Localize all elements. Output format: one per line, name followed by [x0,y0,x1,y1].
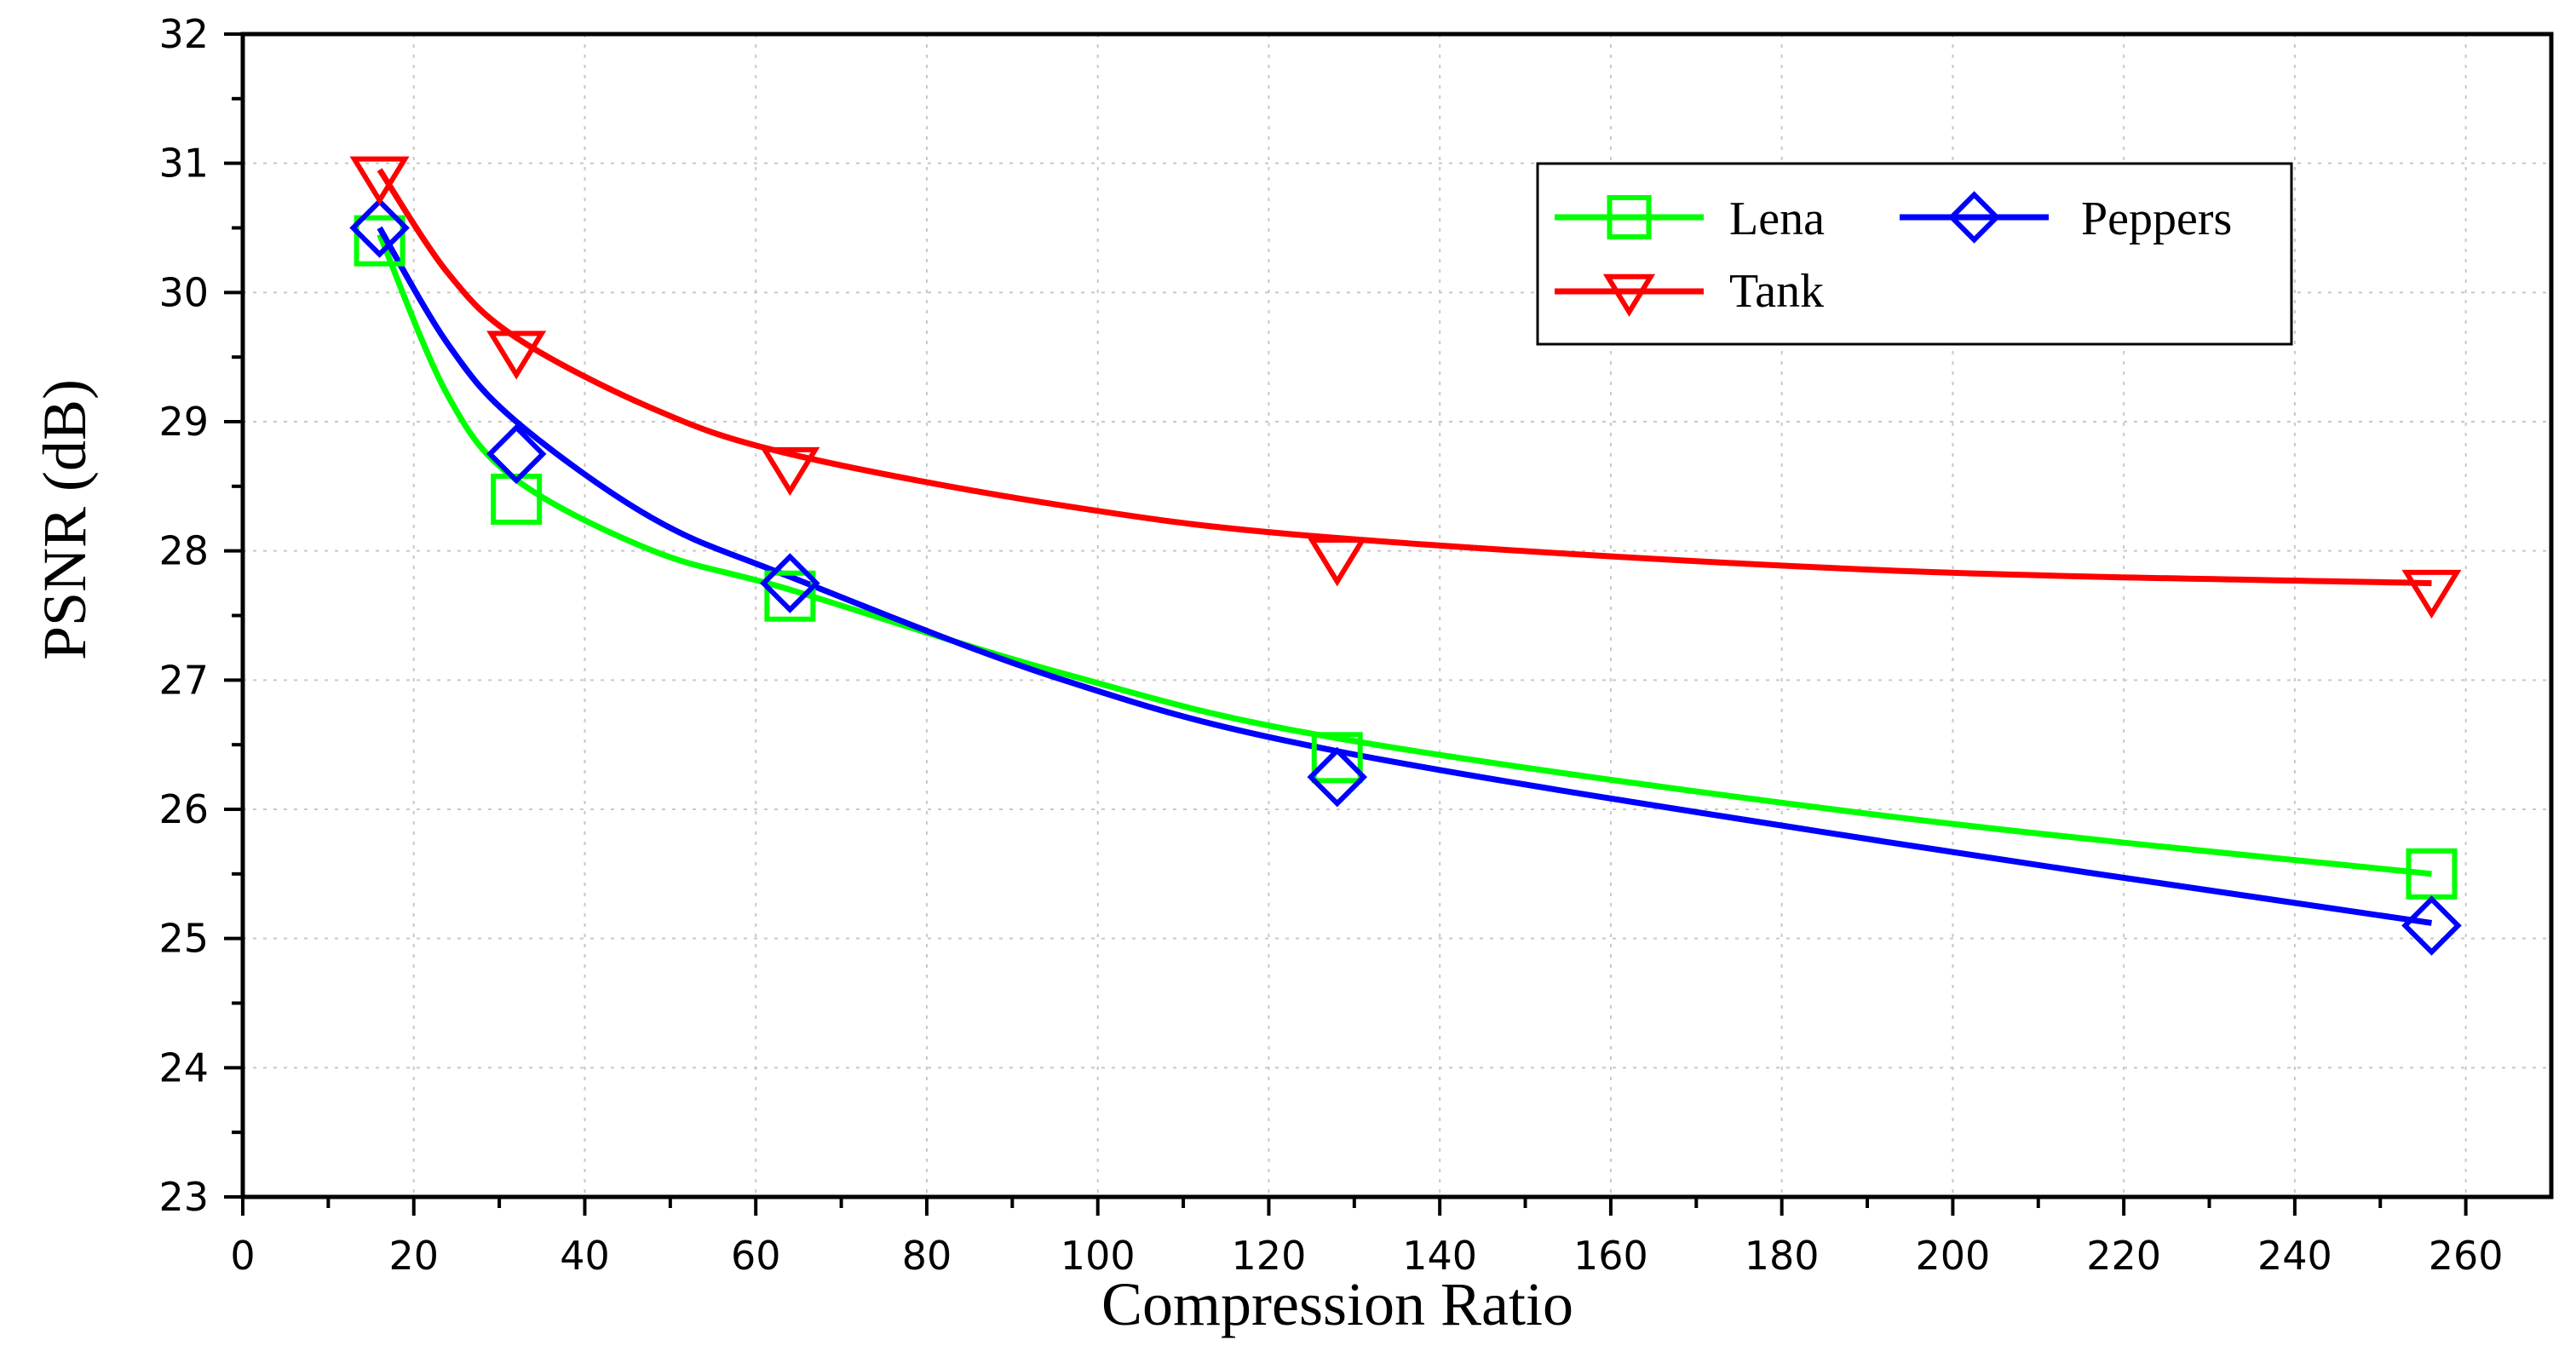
x-tick-label: 20 [388,1233,439,1279]
y-tick-label: 26 [158,786,209,832]
x-tick-label: 160 [1573,1233,1648,1279]
legend-marker-lena [1607,195,1652,239]
legend-marker-peppers [1947,191,2001,244]
x-tick-label: 240 [2257,1233,2332,1279]
y-tick-label: 25 [158,916,209,962]
x-tick-label: 260 [2429,1233,2504,1279]
data-point-peppers [486,423,547,485]
y-tick-label: 32 [158,11,209,57]
legend-label-lena: Lena [1729,193,1825,245]
legend-marker-tank [1602,273,1656,317]
data-point-lena [354,215,405,267]
legend-label-peppers: Peppers [2081,193,2232,245]
data-point-lena [491,474,543,525]
data-point-peppers [2401,895,2462,956]
data-point-peppers [349,198,410,258]
x-tick-label: 0 [230,1233,255,1279]
x-tick-label: 180 [1745,1233,1820,1279]
data-point-peppers [760,553,820,613]
data-point-tank [349,156,410,205]
data-markers [349,156,2462,956]
y-tick-label: 27 [158,657,209,703]
x-tick-label: 220 [2086,1233,2161,1279]
series-line-peppers [377,226,2432,926]
x-tick-label: 200 [1916,1233,1991,1279]
y-tick-label: 30 [158,269,209,315]
y-tick-label: 31 [158,141,209,187]
legend-box [1536,162,2293,346]
data-point-tank [2401,569,2462,619]
y-tick-label: 24 [158,1044,209,1090]
x-tick-label: 80 [902,1233,952,1279]
legend: Lena Peppers Tank [1536,162,2293,346]
x-tick-label: 100 [1061,1233,1136,1279]
x-tick-label: 140 [1402,1233,1477,1279]
y-tick-label: 23 [158,1174,209,1220]
legend-entry-lena: Lena [1555,193,1825,245]
data-point-peppers [1307,746,1368,808]
y-tick-label: 29 [158,399,209,445]
data-point-lena [1311,732,1363,784]
legend-label-tank: Tank [1729,265,1824,318]
legend-entry-tank: Tank [1555,265,1824,318]
y-tick-label: 28 [158,528,209,574]
x-tick-label: 120 [1232,1233,1307,1279]
data-point-tank [486,331,547,380]
x-tick-label: 60 [731,1233,781,1279]
data-point-tank [1307,538,1367,587]
x-tick-label: 40 [560,1233,610,1279]
tick-marks: 0 20 40 60 80 100 120 140 160 180 200 220 240 260 23 24… [158,11,2503,1279]
legend-entry-peppers: Peppers [1900,191,2232,245]
data-point-tank [760,446,820,497]
x-axis-title: Compression Ratio [1101,1270,1573,1338]
data-point-lena [764,570,816,622]
y-axis-title: PSNR (dB) [31,379,99,660]
